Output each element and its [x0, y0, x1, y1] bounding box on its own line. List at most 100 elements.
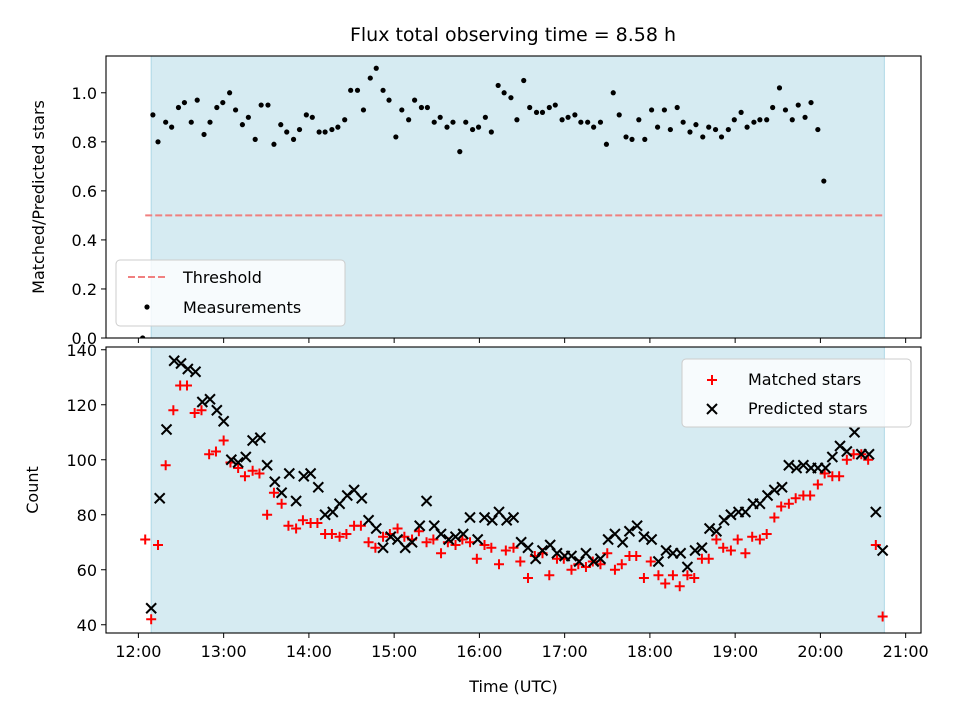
matched-point [494, 559, 505, 570]
predicted-point [565, 550, 578, 562]
measurement-point [616, 112, 622, 118]
plot-area [140, 65, 885, 338]
matched-point [834, 471, 845, 482]
matched-point [326, 529, 337, 539]
measurement-point [795, 102, 801, 108]
measurement-point [316, 129, 322, 135]
matched-point [805, 490, 816, 501]
measurement-point [386, 97, 392, 103]
x-axis [137, 338, 907, 343]
measurement-point [380, 87, 386, 93]
y-tick-label: 0.8 [72, 133, 97, 152]
measurement-point [271, 141, 277, 147]
predicted-point [246, 434, 259, 447]
predicted-point [623, 525, 636, 537]
matched-point [783, 498, 794, 509]
predicted-point [414, 520, 426, 532]
predicted-point [211, 404, 223, 416]
predicted-point [696, 542, 708, 554]
measurement-point [725, 126, 731, 133]
measurement-point [629, 136, 635, 142]
measurement-point [329, 126, 335, 133]
measurement-point [296, 126, 303, 133]
measurement-point [482, 114, 488, 120]
y-axis: 40 60 80 100 120 140 [66, 341, 106, 635]
matched-point [870, 540, 881, 550]
matched-point [638, 573, 649, 583]
predicted-point [551, 547, 563, 559]
predicted-point [536, 544, 549, 557]
measurement-point [232, 107, 239, 113]
legend-predicted-swatch [706, 403, 718, 415]
predicted-point [225, 454, 238, 466]
x-axis-label: Time (UTC) [468, 677, 557, 696]
measurement-point [546, 104, 552, 111]
predicted-point [573, 555, 585, 568]
y-axis-label: Matched/Predicted stars [29, 100, 48, 294]
y-axis-label: Count [23, 466, 42, 514]
measurement-point [290, 136, 297, 142]
predicted-point [703, 522, 716, 535]
measurement-point [335, 124, 341, 130]
measurement-point [245, 114, 251, 120]
x-tick-label: 20:00 [797, 642, 843, 661]
predicted-point [631, 520, 643, 532]
measurement-point [603, 141, 610, 147]
legend: Matched stars Predicted stars [681, 358, 912, 428]
matched-point [370, 542, 381, 553]
series-measurements [140, 65, 827, 338]
y-tick-label: 0.6 [72, 182, 97, 201]
measurement-point [764, 117, 770, 123]
measurement-point [693, 122, 699, 128]
legend-box [115, 259, 346, 327]
matched-point [631, 551, 642, 561]
measurement-point [284, 129, 290, 135]
matched-point [465, 537, 476, 548]
matched-point [703, 553, 714, 564]
measurement-point [194, 97, 200, 103]
measurement-point [623, 134, 629, 140]
matched-point [239, 471, 250, 482]
x-tick-label: 18:00 [627, 642, 673, 661]
matched-point [334, 531, 345, 542]
matched-point [291, 523, 302, 534]
matched-point [602, 548, 613, 559]
measurement-point [214, 104, 220, 111]
x-tick-label: 21:00 [883, 642, 929, 661]
measurement-point [527, 104, 533, 111]
y-tick-label: 0.0 [72, 329, 97, 348]
matched-point [645, 556, 656, 567]
x-tick-label: 19:00 [712, 642, 758, 661]
measurement-point [808, 99, 814, 106]
matched-point [160, 460, 171, 471]
x-tick-label: 14:00 [286, 642, 332, 661]
measurement-point [649, 107, 655, 113]
matched-point [682, 570, 693, 581]
matched-point [146, 614, 157, 625]
matched-point [297, 515, 308, 526]
measurement-point [559, 117, 565, 123]
measurement-point [821, 178, 827, 184]
predicted-point [261, 459, 273, 471]
predicted-point [420, 495, 433, 507]
predicted-point [370, 522, 382, 535]
measurement-point [393, 134, 399, 140]
matched-point [450, 540, 461, 550]
measurement-point [706, 124, 712, 130]
predicted-point [182, 363, 194, 375]
measurement-point [802, 114, 808, 120]
measurement-point [169, 124, 175, 130]
matched-point [500, 545, 511, 556]
measurement-point [303, 112, 309, 118]
ratio-panel: 0.0 0.2 0.4 0.6 0.8 1.0 Matched/Predicted star… [29, 55, 922, 348]
legend-threshold-label: Threshold [182, 268, 262, 287]
matched-point [247, 465, 258, 476]
predicted-point [356, 492, 368, 504]
predicted-point [863, 448, 875, 460]
measurement-point [399, 107, 405, 113]
measurement-point [348, 87, 354, 93]
predicted-point [168, 355, 180, 367]
predicted-point [457, 528, 469, 540]
measurement-point [188, 119, 194, 125]
measurement-point [258, 102, 264, 108]
